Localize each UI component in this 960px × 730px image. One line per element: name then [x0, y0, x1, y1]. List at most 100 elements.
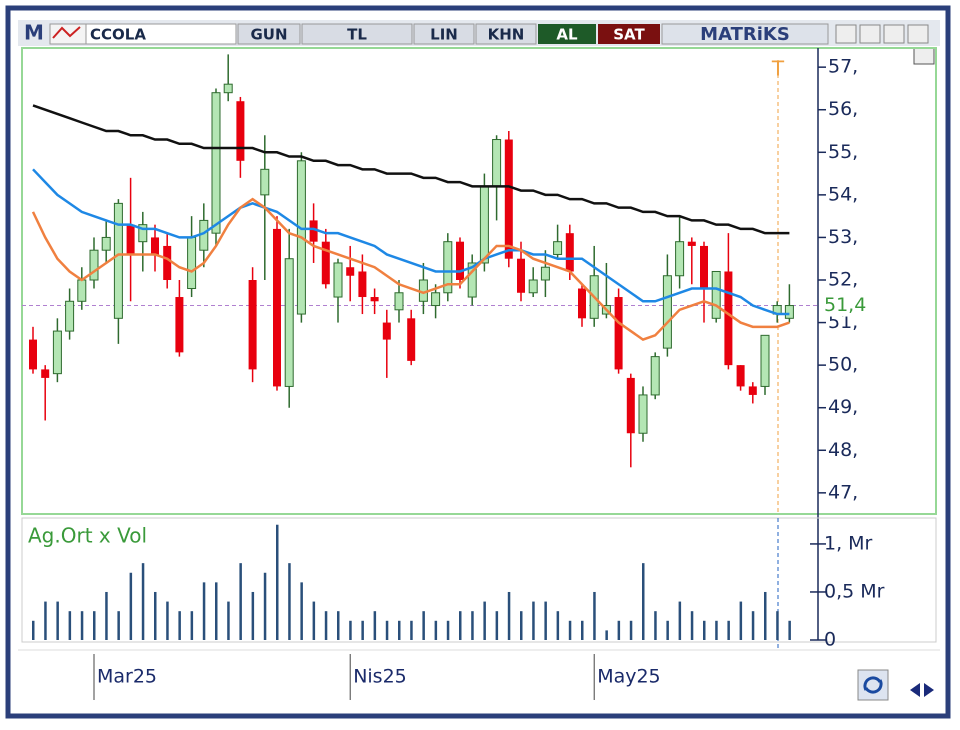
buy-button[interactable]: [538, 24, 596, 44]
candle-body: [675, 241, 685, 277]
toolbar-button[interactable]: [413, 23, 475, 45]
volume-bar: [776, 611, 779, 640]
sync-button[interactable]: [857, 669, 889, 701]
candle-body: [492, 139, 502, 187]
x-tick-label: May25: [597, 666, 660, 688]
moving-average-line: [32, 168, 790, 316]
volume-bar: [690, 611, 694, 640]
y-tick-label: 56,: [828, 98, 858, 120]
candle-body: [748, 386, 757, 395]
window-minimize[interactable]: [859, 24, 881, 44]
y-tick-label: 55,: [828, 141, 858, 163]
volume-bar: [202, 582, 206, 640]
volume-bar: [398, 620, 401, 640]
y-tick-label: 0,5 Mr: [824, 580, 885, 602]
volume-bar: [788, 620, 791, 640]
symbol-box[interactable]: [85, 23, 237, 45]
volume-bar: [251, 591, 255, 640]
x-tick-label: Nis25: [353, 666, 407, 688]
candle-body: [309, 220, 318, 242]
candle-body: [687, 241, 696, 246]
volume-bar: [459, 611, 462, 640]
volume-bar: [80, 611, 84, 640]
volume-bar: [337, 611, 340, 640]
candle-body: [260, 168, 270, 196]
scroll-right[interactable]: [924, 683, 934, 697]
volume-bar: [93, 611, 96, 640]
candle-body: [517, 258, 525, 293]
volume-bar: [581, 620, 584, 640]
candle-body: [553, 241, 563, 255]
volume-bar: [239, 563, 242, 640]
y-tick-label: 1, Mr: [824, 532, 873, 554]
volume-bar: [629, 620, 633, 640]
volume-bar: [532, 601, 535, 640]
candle-body: [113, 202, 123, 319]
volume-bar: [544, 601, 547, 640]
candle-body: [236, 101, 245, 161]
scroll-left[interactable]: [910, 683, 920, 697]
candle-body: [784, 305, 794, 319]
window-close[interactable]: [907, 24, 929, 44]
volume-bar: [507, 591, 511, 640]
window-maximize[interactable]: [883, 24, 905, 44]
candle-body: [358, 271, 367, 298]
panel-restore[interactable]: [913, 47, 935, 65]
candle-body: [394, 292, 404, 311]
y-tick-label: 47,: [828, 481, 858, 503]
sell-button[interactable]: [598, 24, 660, 44]
candle-body: [187, 236, 197, 290]
x-tick-label: Mar25: [97, 666, 157, 688]
candle-body: [89, 249, 99, 281]
volume-bar: [105, 591, 108, 640]
volume-bar: [276, 524, 279, 640]
candle-body: [175, 297, 184, 353]
volume-bar: [434, 620, 438, 640]
volume-bar: [324, 611, 328, 640]
volume-bar: [312, 601, 316, 640]
volume-bar: [288, 563, 291, 640]
candle-body: [443, 241, 453, 294]
candle-body: [614, 297, 623, 370]
volume-panel: [21, 517, 937, 643]
volume-bar: [715, 620, 718, 640]
candle-body: [407, 318, 416, 361]
volume-bar: [154, 591, 157, 640]
y-tick-label: 57,: [828, 56, 858, 78]
volume-bar: [654, 611, 657, 640]
t-marker-label: T: [771, 57, 785, 81]
candle-body: [65, 300, 75, 332]
candle-body: [370, 297, 379, 302]
volume-bar: [263, 572, 267, 640]
candle-body: [467, 262, 477, 298]
moving-average-line: [32, 104, 790, 235]
toolbar-button[interactable]: [475, 23, 537, 45]
y-tick-label: 0: [824, 629, 836, 651]
candle-body: [138, 224, 148, 243]
volume-bar: [617, 620, 621, 640]
candle-body: [151, 237, 159, 255]
volume-bar: [166, 601, 169, 640]
volume-bar: [422, 611, 425, 640]
candle-body: [638, 394, 648, 434]
volume-title: Ag.Ort x Vol: [28, 524, 147, 548]
candle-body: [760, 334, 770, 387]
candle-body: [456, 241, 464, 280]
toolbar-button-label: TL: [347, 26, 367, 44]
volume-bar: [568, 620, 572, 640]
volume-bar: [751, 611, 755, 640]
toolbar-button[interactable]: [301, 23, 413, 45]
y-tick-label: 51,: [828, 311, 858, 333]
volume-bar: [471, 611, 474, 640]
volume-bar: [361, 620, 364, 640]
candle-body: [29, 339, 37, 370]
price-panel: [21, 47, 937, 515]
brand-box: [661, 23, 829, 45]
candle-body: [223, 83, 233, 94]
candle-body: [540, 266, 550, 281]
toolbar-button[interactable]: [237, 23, 301, 45]
candle-body: [724, 271, 733, 366]
y-tick-label: 52,: [828, 269, 858, 291]
window-menu[interactable]: [835, 24, 857, 44]
